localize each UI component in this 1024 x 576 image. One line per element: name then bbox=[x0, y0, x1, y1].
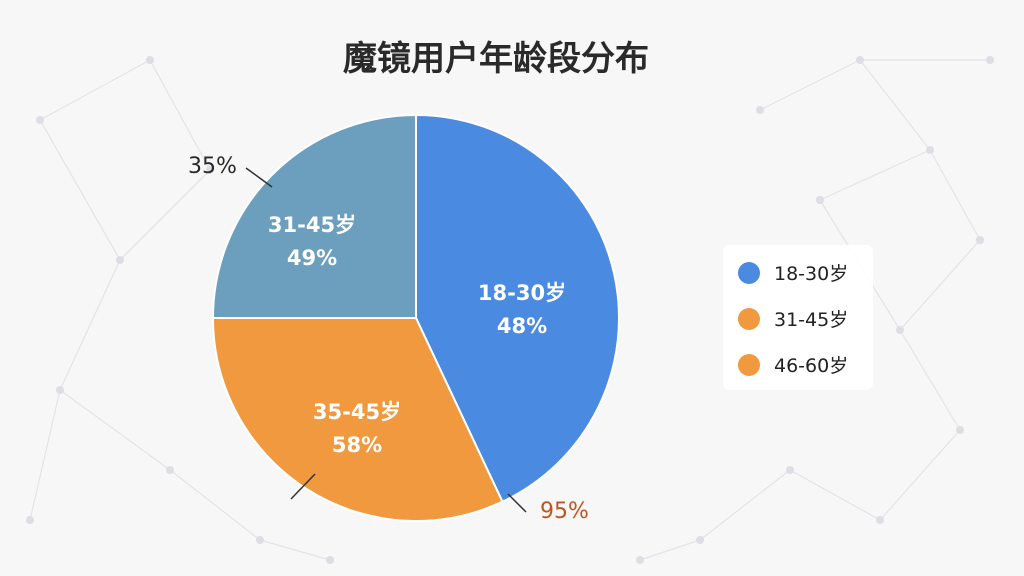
slice-label-3-line-1: 31-45岁 bbox=[268, 213, 356, 237]
slice-label-1-line-2: 48% bbox=[497, 314, 547, 338]
callout-line-bottom-right bbox=[507, 493, 527, 513]
legend-swatch-3 bbox=[738, 354, 760, 376]
legend-swatch-1 bbox=[738, 262, 760, 284]
slice-label-2-line-2: 58% bbox=[332, 433, 382, 457]
callout-top-left: 35% bbox=[188, 154, 273, 188]
callout-line-bottom-left bbox=[290, 473, 316, 500]
pie-slice-2 bbox=[211, 317, 504, 522]
callout-line-top-left bbox=[245, 167, 273, 188]
chart-title: 魔镜用户年龄段分布 bbox=[343, 39, 649, 79]
pie-slice-labels: 18-30岁 48% 35-45岁 58% 31-45岁 49% bbox=[268, 213, 566, 457]
legend-label-2: 31-45岁 bbox=[774, 309, 848, 331]
callout-label-bottom-right: 95% bbox=[540, 499, 589, 524]
slice-label-1-line-1: 18-30岁 bbox=[478, 281, 566, 305]
legend-label-3: 46-60岁 bbox=[774, 355, 848, 377]
callout-label-top-left: 35% bbox=[188, 154, 237, 179]
callout-bottom-right: 95% bbox=[507, 493, 589, 524]
legend-swatch-2 bbox=[738, 308, 760, 330]
legend-label-1: 18-30岁 bbox=[774, 263, 848, 285]
slice-label-3-line-2: 49% bbox=[287, 246, 337, 270]
legend-box bbox=[723, 245, 873, 390]
slice-label-2-line-1: 35-45岁 bbox=[313, 400, 401, 424]
pie-slices bbox=[211, 113, 620, 522]
pie-slice-3 bbox=[211, 113, 417, 319]
legend: 18-30岁 31-45岁 46-60岁 bbox=[723, 245, 873, 390]
pie-slice-1 bbox=[415, 113, 620, 504]
